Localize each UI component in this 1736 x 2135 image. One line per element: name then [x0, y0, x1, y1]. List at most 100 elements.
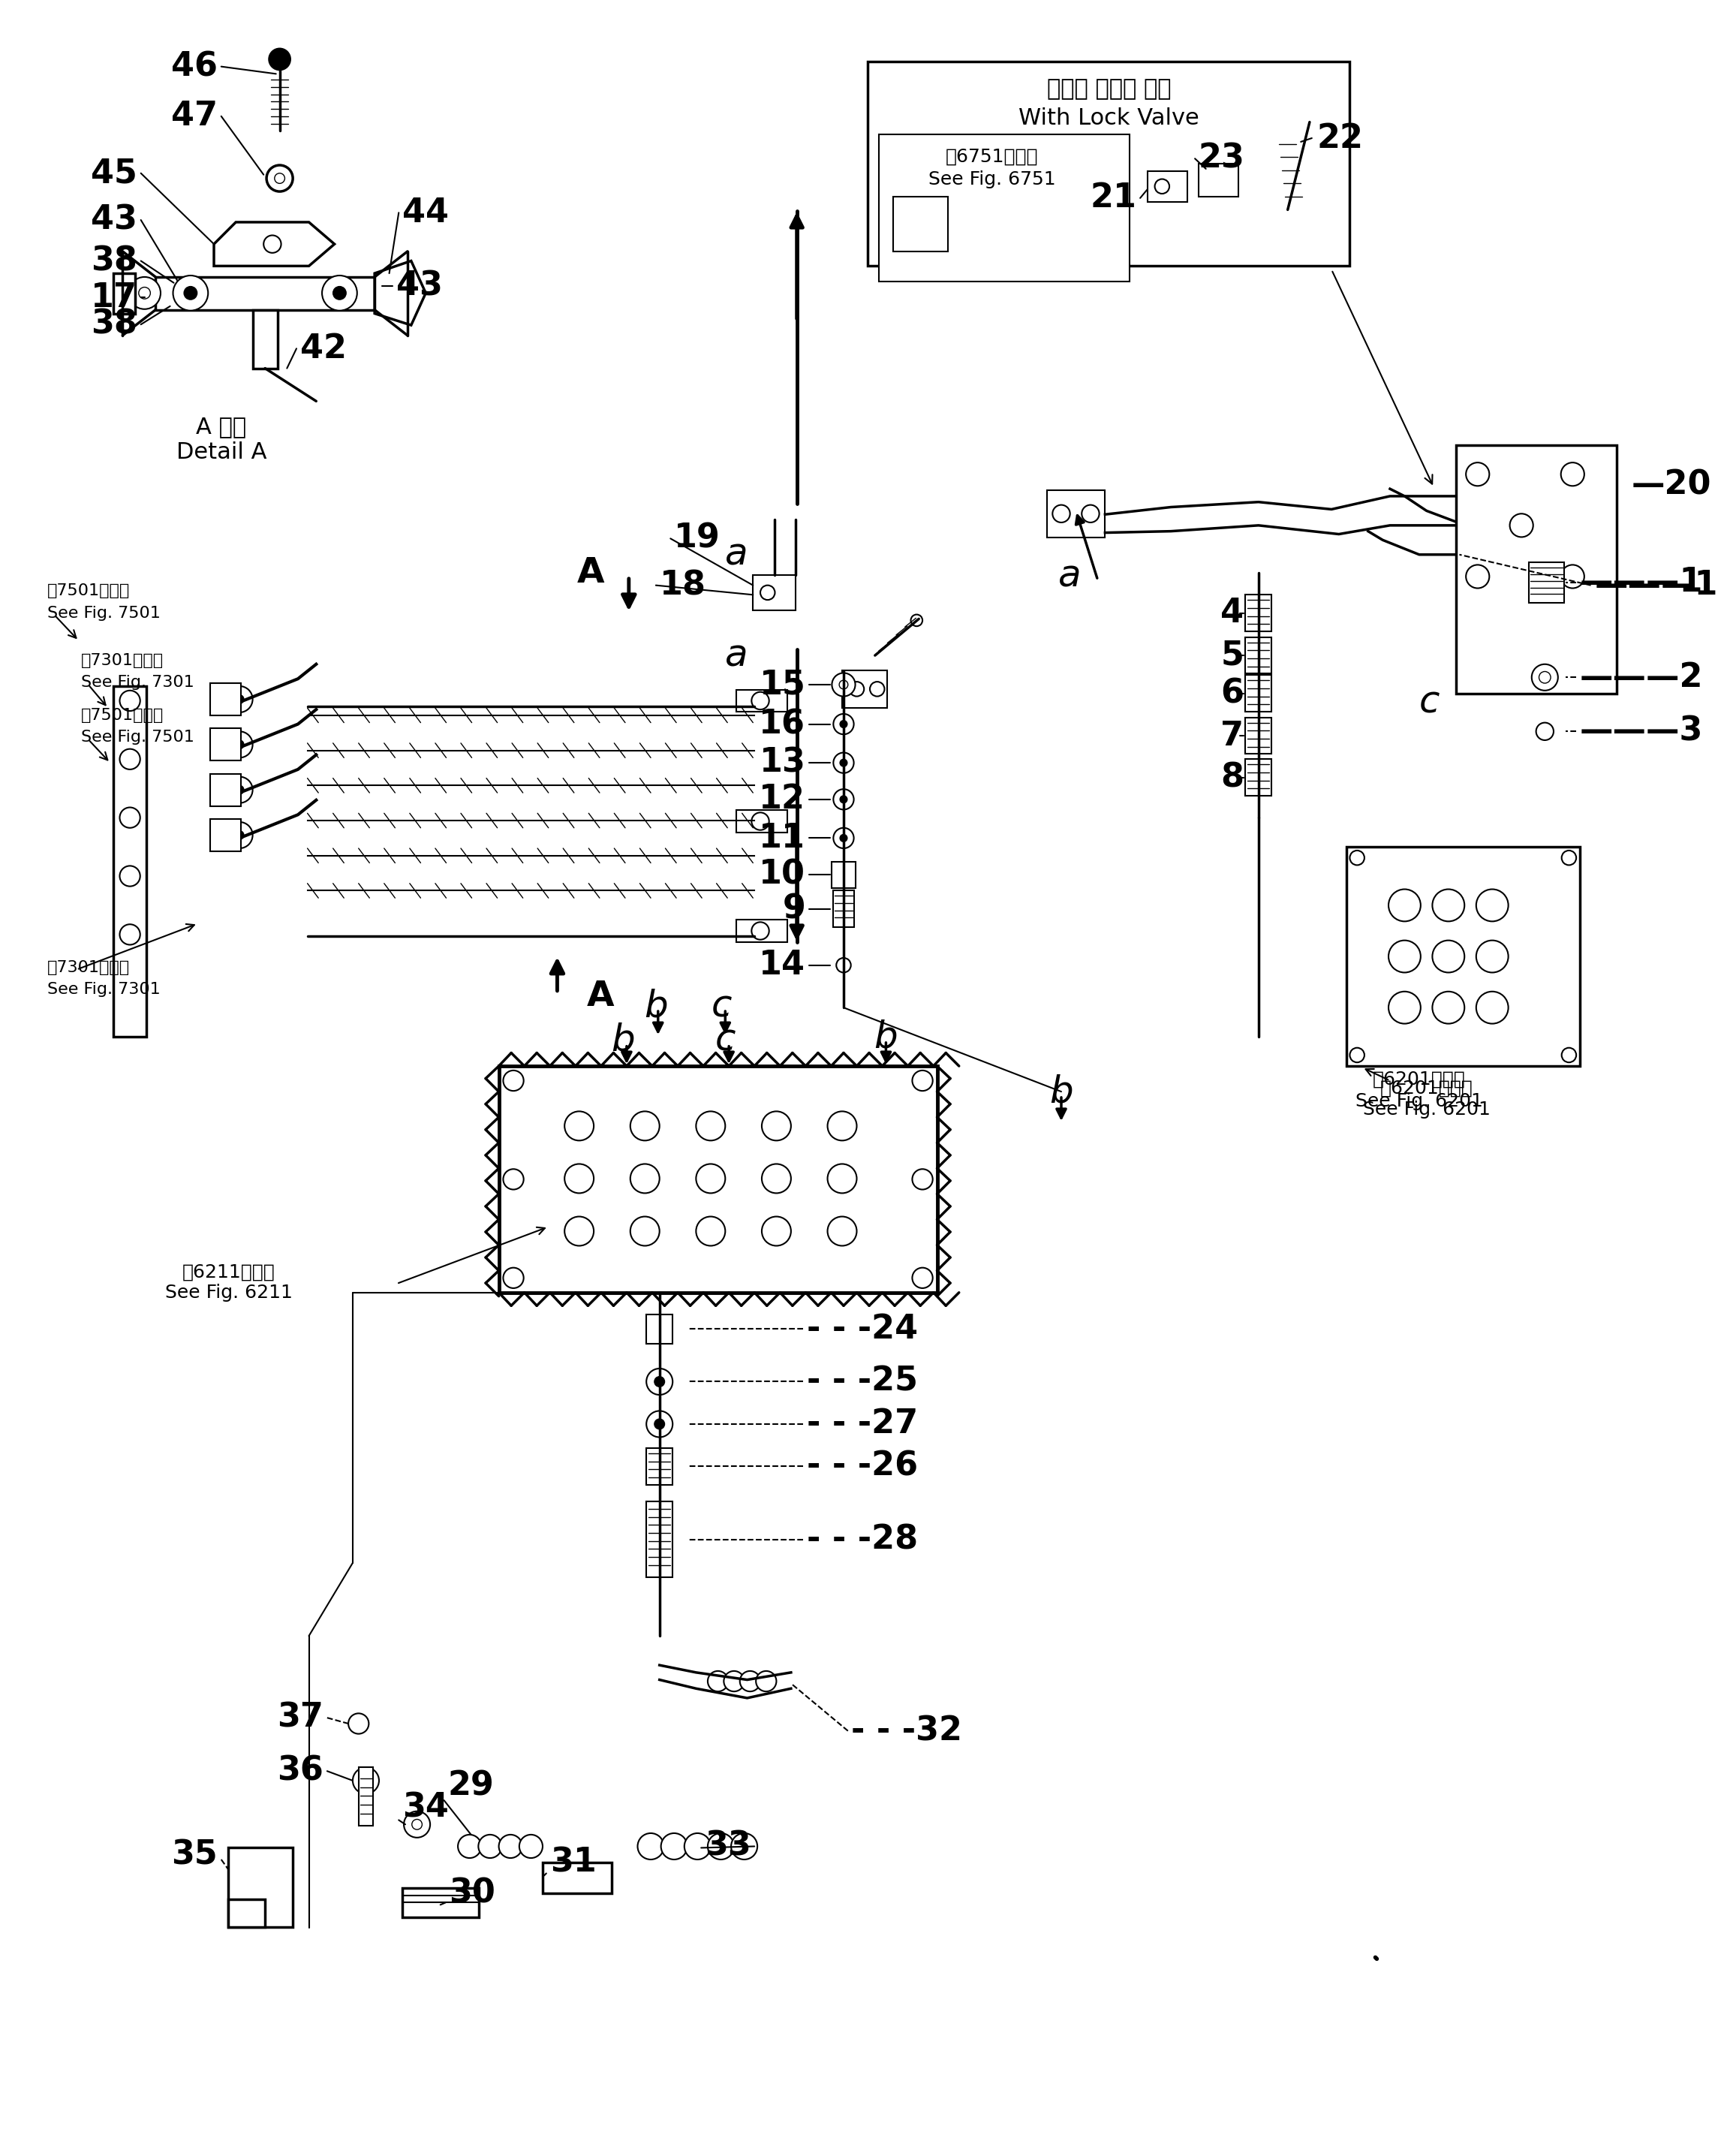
Bar — [1047, 491, 1106, 538]
Circle shape — [833, 713, 854, 734]
Circle shape — [226, 685, 253, 713]
Circle shape — [404, 1810, 431, 1838]
Circle shape — [349, 1714, 368, 1734]
Bar — [210, 773, 241, 805]
Text: 4: 4 — [1220, 598, 1245, 630]
Bar — [736, 920, 788, 942]
Circle shape — [352, 1768, 378, 1793]
Circle shape — [646, 1369, 672, 1394]
Text: 11: 11 — [759, 822, 806, 854]
Circle shape — [654, 1377, 665, 1388]
Text: 第7501図参照: 第7501図参照 — [82, 709, 163, 724]
Bar — [253, 310, 278, 369]
Text: 13: 13 — [759, 747, 806, 779]
Text: c: c — [712, 989, 733, 1025]
Text: ———1: ———1 — [1594, 570, 1719, 602]
Bar — [1245, 636, 1272, 675]
Circle shape — [837, 959, 851, 974]
Text: 6: 6 — [1220, 677, 1245, 709]
Circle shape — [1154, 179, 1170, 194]
Bar — [833, 890, 854, 927]
Text: 45: 45 — [90, 158, 137, 190]
Circle shape — [234, 831, 243, 839]
Circle shape — [128, 278, 161, 310]
Text: 第6201図参照: 第6201図参照 — [1380, 1078, 1472, 1097]
Text: 36: 36 — [278, 1755, 323, 1787]
Circle shape — [519, 1834, 543, 1857]
Circle shape — [828, 1164, 858, 1193]
Circle shape — [479, 1834, 502, 1857]
Circle shape — [752, 692, 769, 709]
Circle shape — [731, 1834, 757, 1860]
Circle shape — [1432, 991, 1465, 1023]
Bar — [646, 1501, 672, 1578]
Text: - - -27: - - -27 — [807, 1407, 918, 1441]
Text: Detail A: Detail A — [175, 442, 266, 463]
Text: 44: 44 — [403, 196, 450, 228]
Text: - - -25: - - -25 — [807, 1366, 918, 1398]
Bar — [403, 1887, 479, 1917]
Circle shape — [174, 275, 208, 310]
Circle shape — [226, 732, 253, 758]
Circle shape — [840, 760, 847, 766]
Circle shape — [740, 1672, 760, 1691]
Text: 第7301図参照: 第7301図参照 — [82, 653, 163, 668]
Text: 38: 38 — [90, 307, 137, 342]
Text: 17: 17 — [90, 282, 137, 314]
Circle shape — [838, 681, 847, 690]
Text: See Fig. 7501: See Fig. 7501 — [82, 730, 194, 745]
Circle shape — [849, 681, 865, 696]
Circle shape — [762, 1217, 792, 1247]
Text: 9: 9 — [783, 892, 806, 924]
Text: See Fig. 7301: See Fig. 7301 — [82, 675, 194, 690]
Text: b: b — [611, 1023, 635, 1059]
Text: 35: 35 — [172, 1838, 217, 1870]
Bar — [1529, 562, 1564, 602]
Text: - - -24: - - -24 — [807, 1313, 918, 1345]
Circle shape — [752, 922, 769, 939]
Text: 第6201図参照: 第6201図参照 — [1373, 1070, 1465, 1089]
Circle shape — [1476, 888, 1509, 922]
Text: 16: 16 — [759, 709, 806, 741]
Text: 12: 12 — [759, 784, 806, 816]
Circle shape — [696, 1164, 726, 1193]
Text: a: a — [724, 638, 748, 673]
Text: 18: 18 — [660, 570, 707, 602]
Text: A: A — [578, 555, 604, 589]
Text: See Fig. 7501: See Fig. 7501 — [47, 606, 161, 621]
Circle shape — [1561, 463, 1585, 487]
Circle shape — [911, 1070, 932, 1091]
Circle shape — [1476, 991, 1509, 1023]
Circle shape — [1561, 566, 1585, 589]
Bar — [1245, 717, 1272, 754]
Circle shape — [833, 754, 854, 773]
Text: See Fig. 6751: See Fig. 6751 — [929, 171, 1055, 188]
Circle shape — [503, 1170, 524, 1189]
Text: 33: 33 — [705, 1830, 752, 1862]
Circle shape — [833, 790, 854, 809]
Circle shape — [564, 1217, 594, 1247]
Circle shape — [1351, 1048, 1364, 1063]
Circle shape — [840, 835, 847, 841]
Circle shape — [752, 813, 769, 831]
Circle shape — [411, 1819, 422, 1830]
Circle shape — [269, 49, 290, 70]
Text: - - -28: - - -28 — [807, 1524, 918, 1556]
Circle shape — [630, 1164, 660, 1193]
Bar — [210, 728, 241, 760]
Text: c: c — [1420, 683, 1439, 719]
Circle shape — [832, 673, 856, 696]
Circle shape — [498, 1834, 523, 1857]
Text: - - -26: - - -26 — [807, 1450, 918, 1482]
Circle shape — [1082, 504, 1099, 523]
Bar — [229, 1847, 293, 1926]
Text: b: b — [1049, 1074, 1073, 1110]
Circle shape — [840, 796, 847, 803]
Text: a: a — [724, 536, 748, 572]
Circle shape — [503, 1070, 524, 1091]
Circle shape — [1510, 515, 1533, 538]
Bar — [156, 278, 375, 310]
Circle shape — [630, 1217, 660, 1247]
Bar — [1147, 171, 1187, 201]
Circle shape — [696, 1112, 726, 1140]
